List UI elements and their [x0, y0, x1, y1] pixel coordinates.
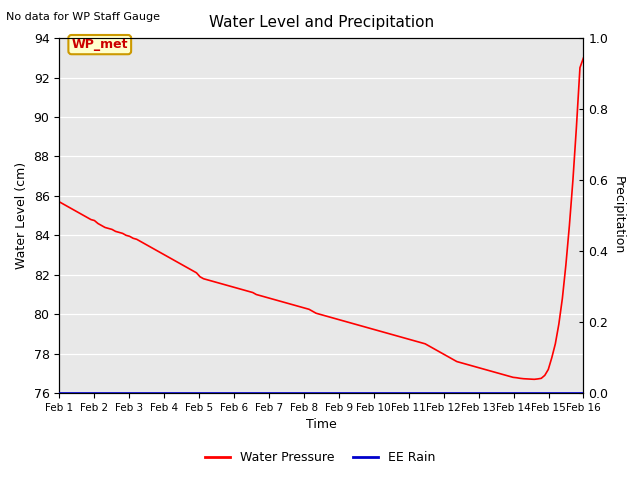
X-axis label: Time: Time — [306, 419, 337, 432]
Title: Water Level and Precipitation: Water Level and Precipitation — [209, 15, 434, 30]
Text: No data for WP Staff Gauge: No data for WP Staff Gauge — [6, 12, 161, 22]
Y-axis label: Water Level (cm): Water Level (cm) — [15, 162, 28, 269]
Legend: Water Pressure, EE Rain: Water Pressure, EE Rain — [200, 446, 440, 469]
Y-axis label: Precipitation: Precipitation — [612, 177, 625, 255]
Text: WP_met: WP_met — [72, 38, 128, 51]
